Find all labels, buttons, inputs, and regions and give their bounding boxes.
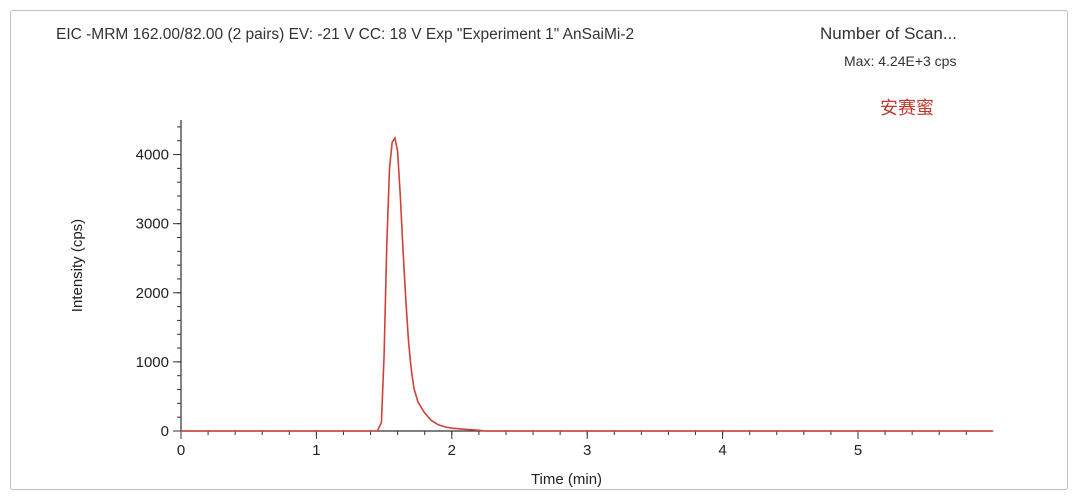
chromatogram-trace — [181, 135, 994, 432]
x-axis-label: Time (min) — [531, 471, 602, 488]
x-tick-label: 1 — [312, 442, 320, 459]
max-intensity-label: Max: 4.24E+3 cps — [844, 53, 957, 69]
scan-count-label[interactable]: Number of Scan... — [820, 24, 958, 43]
y-tick-label: 3000 — [136, 216, 169, 233]
y-axis-label: Intensity (cps) — [69, 219, 86, 312]
compound-annotation: 安赛蜜 — [880, 98, 934, 118]
x-tick-label: 3 — [583, 442, 591, 459]
axes-group — [180, 120, 992, 432]
ticks-group: 0 1 2 3 4 5 0 1000 2000 3000 4000 — [136, 126, 967, 459]
y-tick-label: 1000 — [136, 354, 169, 371]
y-tick-label: 0 — [161, 423, 169, 440]
y-tick-label: 2000 — [136, 285, 169, 302]
y-tick-label: 4000 — [136, 147, 169, 164]
x-tick-label: 2 — [448, 442, 456, 459]
chart-frame — [10, 10, 1068, 490]
x-tick-label: 4 — [718, 442, 726, 459]
x-tick-label: 0 — [177, 442, 185, 459]
chart-title: EIC -MRM 162.00/82.00 (2 pairs) EV: -21 … — [56, 26, 635, 43]
x-tick-label: 5 — [854, 442, 862, 459]
